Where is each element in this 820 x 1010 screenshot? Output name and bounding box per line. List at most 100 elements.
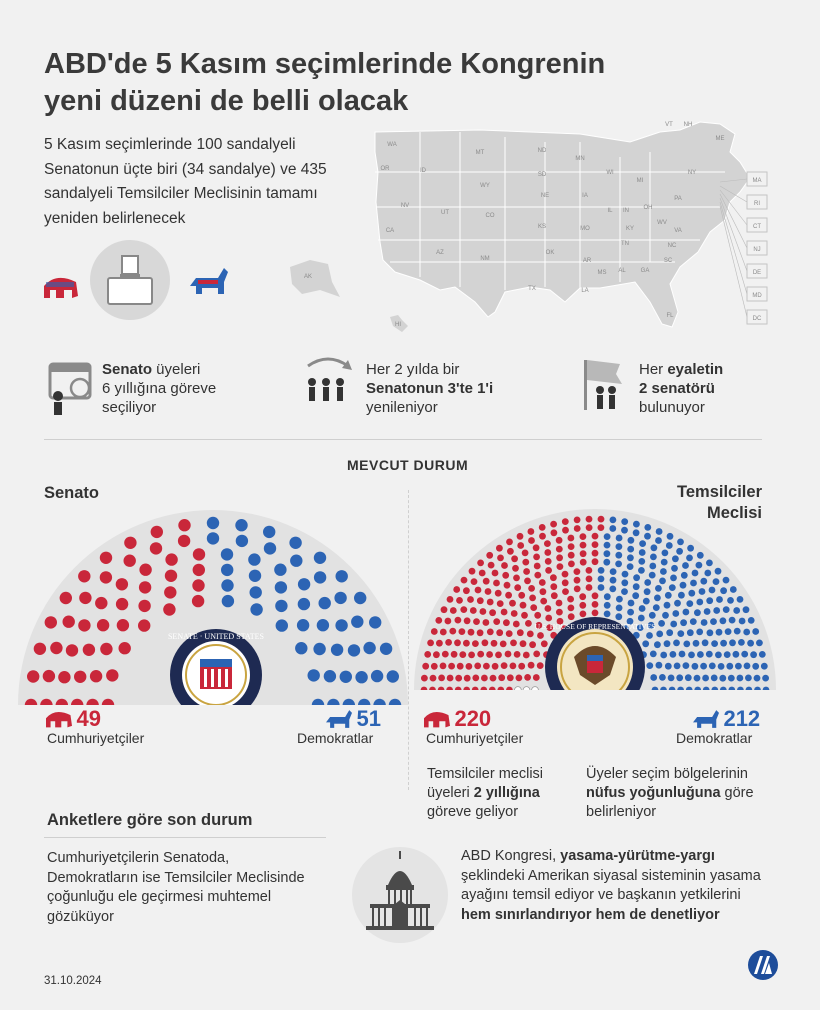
seat-dot: [609, 516, 617, 524]
seat-dot: [473, 618, 480, 625]
seat-dot: [115, 578, 129, 591]
seat-dot: [250, 603, 263, 616]
fact-1-post: üyeleri: [152, 361, 201, 378]
seat-dot: [568, 560, 575, 568]
seat-dot: [728, 686, 736, 690]
seat-dot: [663, 640, 671, 648]
seat-dot: [544, 549, 552, 556]
seat-dot: [550, 529, 558, 537]
seat-dot: [62, 615, 75, 628]
house-seal-text: U.S. HOUSE OF REPRESENTATIVES: [535, 622, 656, 631]
seat-dot: [540, 640, 548, 648]
state-label-mi: MI: [637, 178, 644, 184]
seat-dot: [667, 674, 675, 682]
seat-dot: [290, 554, 303, 567]
seat-dot: [664, 662, 672, 670]
seat-dot: [206, 532, 220, 545]
seat-dot: [463, 674, 471, 682]
seat-dot: [532, 674, 540, 681]
seat-dot: [454, 686, 462, 690]
seat-dot: [467, 596, 474, 603]
seat-dot: [704, 569, 712, 577]
seat-dot: [532, 544, 540, 552]
state-label-ar: AR: [583, 258, 592, 264]
seat-dot: [750, 651, 757, 659]
seat-dot: [678, 650, 686, 658]
seat-dot: [533, 562, 541, 570]
seat-dot: [561, 579, 569, 587]
seat-dot: [450, 650, 458, 658]
house-note-right-l2a: nüfus yoğunluğuna: [586, 785, 721, 801]
seat-dot: [177, 534, 191, 548]
seat-dot: [456, 597, 463, 604]
seat-dot: [585, 515, 593, 523]
seat-dot: [481, 639, 489, 647]
seat-dot: [534, 571, 542, 579]
senate-rep-label: Cumhuriyetçiler: [47, 730, 145, 746]
state-label-tn: TN: [621, 241, 629, 247]
senate-dem-count: 51: [356, 706, 381, 731]
seat-dot: [729, 586, 737, 593]
seat-dot: [486, 598, 494, 606]
seat-dot: [469, 607, 477, 614]
seat-dot: [654, 641, 661, 649]
seat-dot: [115, 597, 129, 611]
seat-dot: [662, 611, 669, 619]
seat-dot: [512, 620, 520, 628]
state-label-nd: ND: [538, 148, 547, 154]
seat-dot: [95, 596, 108, 610]
seat-dot: [164, 569, 178, 582]
seat-dot: [747, 639, 754, 647]
donkey-icon: [693, 710, 719, 728]
rotation-people-icon: [307, 357, 352, 401]
seat-dot: [477, 559, 484, 567]
seat-dot: [454, 616, 462, 624]
seat-dot: [79, 591, 92, 605]
seat-dot: [506, 538, 513, 546]
seat-dot: [529, 641, 536, 649]
senate-seal-text: SENATE · UNITED STATES: [168, 632, 264, 641]
seat-dot: [671, 564, 678, 572]
seat-dot: [449, 627, 457, 635]
senate-hemicycle-bg: [18, 510, 408, 705]
seat-dot: [649, 650, 657, 658]
callout-leader: [719, 193, 748, 249]
state-label-oh: OH: [644, 205, 653, 211]
seat-dot: [710, 618, 717, 625]
seat-dot: [655, 585, 662, 592]
seat-dot: [603, 550, 611, 558]
seat-dot: [672, 610, 680, 617]
seat-dot: [430, 628, 438, 635]
seat-dot: [609, 576, 617, 584]
senate-dem-label: Demokratlar: [297, 730, 374, 746]
seat-dot: [289, 536, 302, 549]
seat-dot: [531, 686, 539, 690]
seat-dot: [512, 564, 519, 572]
house-label-line2: Meclisi: [706, 504, 762, 522]
us-map: WA OR ID MT ND MN WI MI NY VT NH ME SD WY NE IA IL IN OH PA…: [290, 121, 768, 332]
seat-dot: [488, 686, 496, 690]
seat-dot: [621, 570, 629, 578]
seat-dot: [500, 662, 508, 669]
seat-dot: [656, 630, 664, 638]
seat-dot: [433, 651, 440, 659]
seat-dot: [449, 607, 457, 614]
seat-dot: [702, 686, 710, 690]
seat-dot: [696, 598, 704, 606]
seat-dot: [585, 567, 593, 574]
seat-dot: [545, 567, 552, 574]
seat-dot: [516, 532, 524, 540]
seat-dot: [650, 553, 657, 561]
seat-dot: [643, 588, 651, 596]
seat-dot: [501, 562, 508, 569]
house-note-left-l2b: 2 yıllığına: [473, 785, 540, 801]
seat-dot: [719, 674, 727, 682]
voting-illustration: [44, 240, 228, 320]
seat-dot: [221, 563, 234, 577]
seat-dot: [638, 567, 645, 574]
seat-dot: [478, 569, 486, 577]
seat-dot: [556, 554, 563, 562]
seat-dot: [646, 632, 653, 639]
seat-dot: [722, 576, 730, 584]
seat-dot: [86, 698, 99, 705]
